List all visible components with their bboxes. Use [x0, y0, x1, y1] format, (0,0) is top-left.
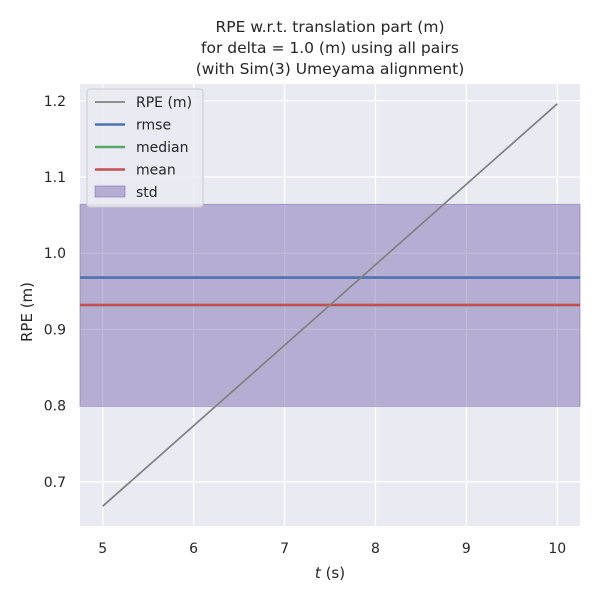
y-tick-label-3: 1.0 [44, 246, 66, 262]
x-tick-labels: 5 6 7 8 9 10 [98, 541, 566, 557]
y-tick-label-0: 0.7 [44, 475, 66, 491]
x-tick-label-3: 8 [371, 541, 380, 557]
legend-swatch-std [94, 185, 126, 198]
x-tick-label-1: 6 [189, 541, 198, 557]
x-axis-label-unit: (s) [321, 564, 345, 582]
y-tick-label-4: 1.1 [44, 170, 66, 186]
x-axis-label: t (s) [315, 564, 345, 582]
legend-label-rmse: rmse [136, 118, 171, 134]
y-axis-label: RPE (m) [18, 282, 36, 342]
chart-title-line-2: for delta = 1.0 (m) using all pairs [201, 39, 459, 57]
legend-label-mean: mean [136, 163, 176, 179]
x-tick-label-4: 9 [462, 541, 471, 557]
y-tick-label-1: 0.8 [44, 399, 66, 415]
chart-title-line-1: RPE w.r.t. translation part (m) [215, 18, 444, 36]
y-tick-labels: 0.7 0.8 0.9 1.0 1.1 1.2 [44, 94, 66, 491]
y-tick-label-5: 1.2 [44, 94, 66, 110]
legend-label-rpe: RPE (m) [136, 95, 192, 111]
x-tick-label-0: 5 [98, 541, 107, 557]
chart-title-line-3: (with Sim(3) Umeyama alignment) [196, 60, 465, 78]
x-tick-label-5: 10 [548, 541, 566, 557]
x-tick-label-2: 7 [280, 541, 289, 557]
x-axis-label-var: t [315, 564, 322, 582]
legend: RPE (m) rmse median mean std [86, 88, 204, 208]
legend-label-median: median [136, 140, 188, 156]
legend-box [86, 88, 204, 208]
legend-label-std: std [136, 185, 158, 201]
rpe-series-line [102, 103, 558, 507]
y-tick-label-2: 0.9 [44, 322, 66, 338]
